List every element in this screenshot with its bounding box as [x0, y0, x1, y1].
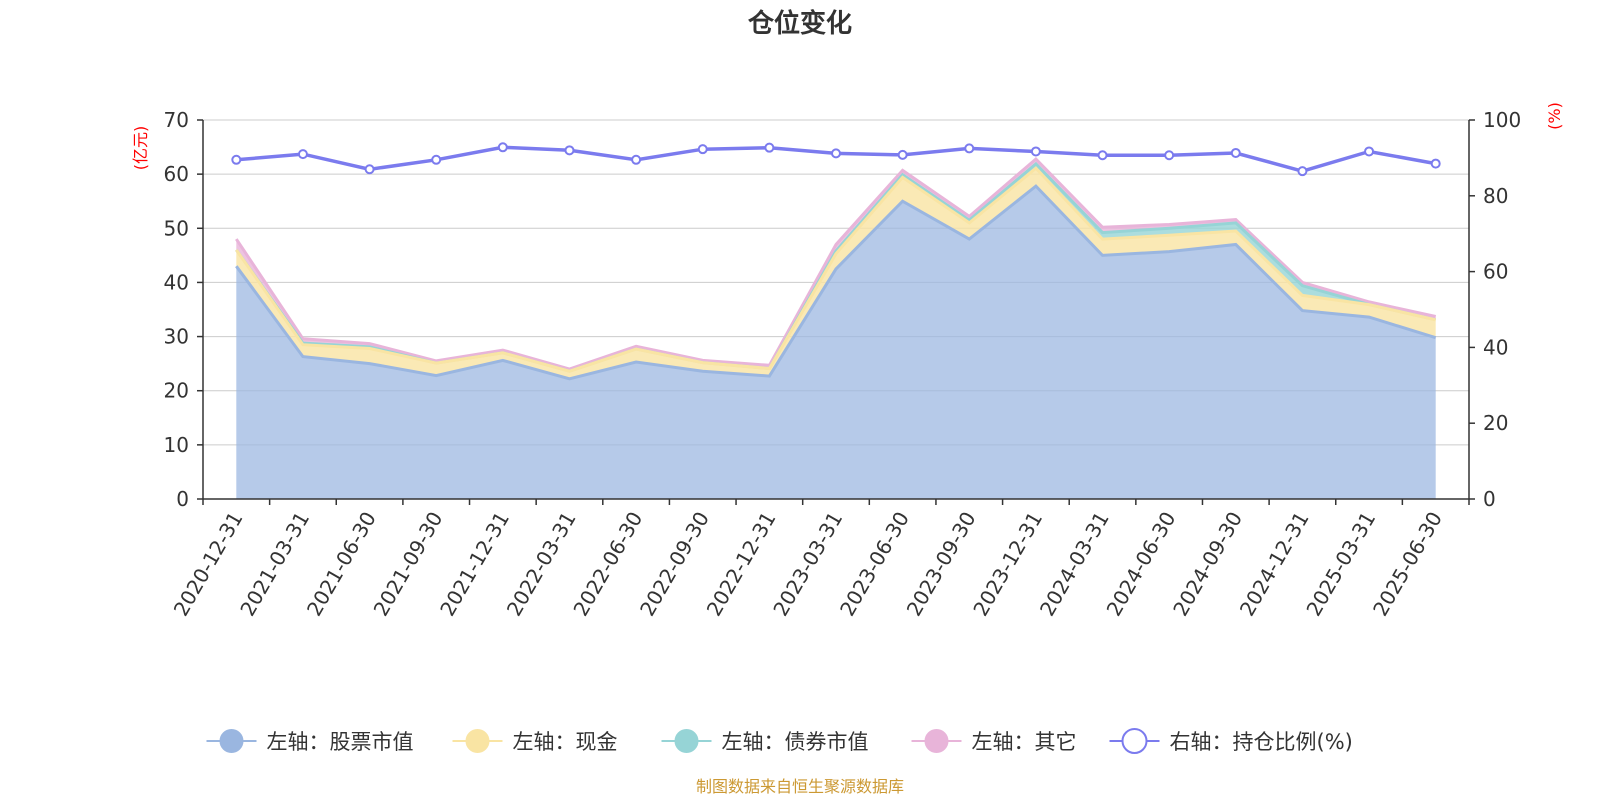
right-tick-label: 80 — [1483, 184, 1508, 208]
area-series-line — [235, 184, 1437, 381]
ratio-point — [764, 142, 775, 153]
ratio-point — [1030, 146, 1041, 157]
legend-item[interactable]: 左轴：债券市值 — [661, 729, 869, 754]
legend-item[interactable]: 左轴：股票市值 — [206, 729, 414, 754]
legend-label: 左轴：其它 — [972, 730, 1077, 754]
x-tick-label: 2022-03-31 — [502, 508, 581, 621]
ratio-point — [431, 154, 442, 165]
ratio-point — [297, 149, 308, 160]
ratio-point — [831, 148, 841, 159]
x-tick-label: 2024-09-30 — [1168, 508, 1247, 621]
x-tick-label: 2021-12-31 — [435, 508, 514, 621]
right-tick-label: 100 — [1483, 108, 1521, 132]
x-tick-label: 2022-09-30 — [635, 508, 714, 621]
x-tick-label: 2025-03-31 — [1301, 508, 1380, 621]
left-tick-label: 0 — [176, 487, 189, 511]
right-tick-label: 60 — [1483, 260, 1508, 284]
stacked-areas — [235, 156, 1437, 499]
area-series-line — [235, 166, 1437, 373]
x-tick-label: 2021-06-30 — [302, 508, 381, 621]
right-tick-label: 40 — [1483, 335, 1508, 359]
right-tick-label: 20 — [1483, 411, 1508, 435]
x-tick-label: 2022-12-31 — [702, 508, 781, 621]
legend-item[interactable]: 左轴：现金 — [452, 729, 618, 754]
x-tick-label: 2021-09-30 — [369, 508, 448, 621]
ratio-point — [364, 164, 375, 175]
legend-marker — [924, 729, 949, 753]
left-tick-label: 50 — [164, 216, 189, 240]
left-tick-label: 70 — [164, 108, 189, 132]
legend: 左轴：股票市值 左轴：现金 左轴：债券市值 左轴：其它 右轴：持仓比例(%) — [206, 728, 1353, 754]
legend-marker — [674, 729, 699, 753]
ratio-point — [1430, 158, 1441, 169]
ratio-point — [1097, 150, 1108, 161]
data-source-footer: 制图数据来自恒生聚源数据库 — [696, 777, 904, 796]
area-series-line — [235, 156, 1437, 371]
x-tick-label: 2025-06-30 — [1368, 508, 1447, 621]
area-series — [236, 168, 1436, 379]
x-tick-label: 2023-06-30 — [835, 508, 914, 621]
legend-marker — [1121, 728, 1148, 754]
x-tick-label: 2023-09-30 — [902, 508, 981, 621]
left-tick-label: 40 — [164, 270, 189, 294]
area-series — [236, 186, 1436, 499]
x-tick-label: 2020-12-31 — [169, 508, 248, 621]
legend-marker — [465, 729, 490, 753]
left-tick-label: 60 — [164, 162, 189, 186]
ratio-point — [1297, 166, 1308, 177]
right-axis-unit: (%) — [1545, 102, 1564, 130]
ratio-line — [231, 142, 1441, 177]
x-tick-label: 2024-12-31 — [1235, 508, 1314, 621]
ratio-point — [497, 142, 508, 153]
ratio-point — [1364, 146, 1375, 157]
legend-label: 左轴：现金 — [513, 730, 618, 754]
left-axis-unit: (亿元) — [131, 126, 150, 171]
legend-item[interactable]: 右轴：持仓比例(%) — [1109, 728, 1353, 754]
ratio-point — [897, 149, 908, 160]
legend-item[interactable]: 左轴：其它 — [911, 729, 1077, 754]
x-tick-label: 2021-03-31 — [235, 508, 314, 621]
legend-label: 左轴：债券市值 — [722, 730, 869, 754]
chart-title: 仓位变化 — [747, 8, 852, 39]
x-tick-label: 2024-06-30 — [1102, 508, 1181, 621]
ratio-point — [1164, 150, 1175, 161]
left-tick-label: 20 — [164, 379, 189, 403]
right-tick-label: 0 — [1483, 487, 1496, 511]
ratio-point — [564, 145, 575, 156]
x-tick-label: 2023-03-31 — [768, 508, 847, 621]
ratio-point — [1230, 147, 1241, 158]
ratio-point — [631, 154, 642, 165]
legend-label: 左轴：股票市值 — [267, 730, 414, 754]
x-tick-label: 2022-06-30 — [568, 508, 647, 621]
ratio-point — [697, 144, 708, 155]
x-tick-label: 2024-03-31 — [1035, 508, 1114, 621]
ratio-point — [231, 154, 242, 165]
x-tick-label: 2023-12-31 — [968, 508, 1047, 621]
legend-label: 右轴：持仓比例(%) — [1170, 730, 1353, 754]
left-tick-label: 10 — [164, 433, 189, 457]
left-tick-label: 30 — [164, 325, 189, 349]
ratio-point — [964, 143, 975, 154]
legend-marker — [219, 729, 244, 753]
